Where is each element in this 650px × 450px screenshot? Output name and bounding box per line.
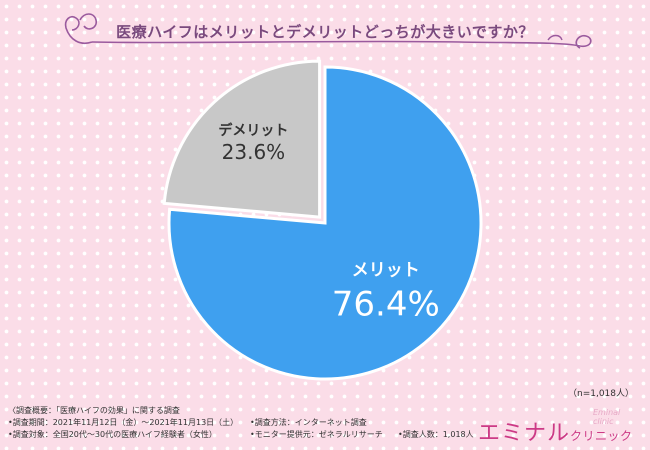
pie-slice-demerit xyxy=(162,59,322,219)
survey-target: •調査対象：全国20代〜30代の医療ハイフ経験者（女性） xyxy=(8,430,217,439)
slice-value-merit: 76.4% xyxy=(332,284,440,324)
title-decoration xyxy=(64,13,592,49)
survey-provider: •モニター提供元：ゼネラルリサーチ xyxy=(250,430,383,439)
survey-period: •調査期間：2021年11月12日（金）〜2021年11月13日（土） xyxy=(8,418,239,427)
clinic-logo: Eminal clinic エミナルクリニック xyxy=(478,408,643,447)
survey-method: •調査方法：インターネット調査 xyxy=(250,418,367,427)
slice-label-merit: メリット xyxy=(352,260,420,280)
logo-main-wrap: エミナルクリニック xyxy=(478,415,633,447)
flourish-right-icon xyxy=(575,34,592,49)
chart-title: 医療ハイフはメリットとデメリットどっちが大きいですか？ xyxy=(116,23,534,41)
sample-size: （n=1,018人） xyxy=(567,389,634,399)
slice-value-demerit: 23.6% xyxy=(222,140,286,164)
title-underline xyxy=(91,40,581,47)
slice-label-demerit: デメリット xyxy=(218,122,288,139)
survey-info: 〈調査概要：「医療ハイフの効果」に関する調査 •調査期間：2021年11月12日… xyxy=(8,405,488,441)
survey-overview: 〈調査概要：「医療ハイフの効果」に関する調査 xyxy=(8,406,180,415)
title-area: 医療ハイフはメリットとデメリットどっちが大きいですか？ xyxy=(0,0,650,60)
logo-small: クリニック xyxy=(570,429,633,443)
logo-sub: Eminal clinic xyxy=(593,408,621,426)
survey-count: •調査人数：1,018人 xyxy=(398,430,474,439)
logo-main: エミナル xyxy=(478,421,571,446)
pie-slice-merit xyxy=(167,65,483,381)
flourish-left-icon xyxy=(64,15,93,44)
